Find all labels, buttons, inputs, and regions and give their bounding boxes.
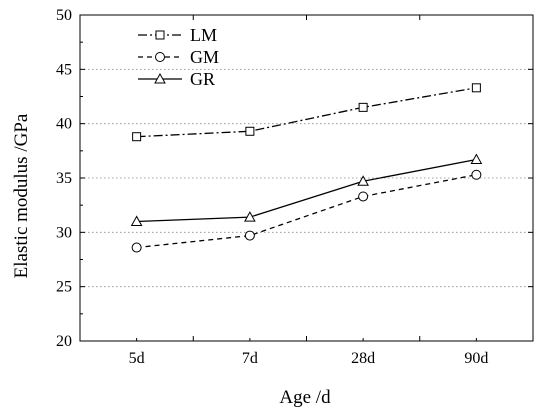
data-point-lm xyxy=(471,83,481,93)
x-tick-label: 7d xyxy=(242,350,258,367)
y-tick-label: 35 xyxy=(56,170,72,187)
legend-label-gr: GR xyxy=(190,69,215,89)
series-gr xyxy=(130,153,483,226)
data-point-gr xyxy=(130,215,143,226)
data-point-lm xyxy=(245,126,255,136)
y-tick-label: 40 xyxy=(56,116,72,133)
y-tick-label: 45 xyxy=(56,61,72,78)
legend-label-gm: GM xyxy=(190,47,219,67)
y-tick-label: 50 xyxy=(56,7,72,24)
y-axis-label: Elastic modulus /GPa xyxy=(11,113,32,278)
x-axis-label: Age /d xyxy=(279,387,331,408)
series-gm xyxy=(131,169,482,253)
legend-marker-gr xyxy=(154,72,166,84)
data-point-gm xyxy=(471,169,482,180)
data-point-gm xyxy=(358,191,369,202)
series-layer xyxy=(130,83,483,253)
data-point-gr xyxy=(470,153,483,165)
series-line-gm xyxy=(136,174,477,249)
y-tick-label: 25 xyxy=(56,279,72,296)
legend-marker-lm xyxy=(155,30,165,40)
y-tick-label: 20 xyxy=(56,333,72,350)
axes-layer: 20 25 30 35 40 45 50 5d 7d 28d 90d xyxy=(56,7,534,367)
legend-entry-gm: GM xyxy=(138,47,219,67)
legend-label-lm: LM xyxy=(190,25,217,45)
data-point-gr xyxy=(357,175,369,186)
series-line-lm xyxy=(136,87,477,138)
x-tick-label: 5d xyxy=(129,350,145,367)
series-line-gr xyxy=(136,158,477,223)
data-point-gm xyxy=(244,230,255,241)
series-lm xyxy=(132,83,481,142)
legend-entry-lm: LM xyxy=(138,25,217,45)
data-point-gr xyxy=(244,211,256,222)
grid-layer xyxy=(80,68,533,288)
x-tick-label: 90d xyxy=(464,350,488,367)
x-tick-label: 28d xyxy=(351,350,375,367)
y-tick-label: 30 xyxy=(56,224,72,241)
legend-marker-gm xyxy=(155,52,165,62)
data-point-gm xyxy=(131,242,142,253)
data-point-lm xyxy=(358,102,368,112)
legend-entry-gr: GR xyxy=(138,69,215,89)
data-point-lm xyxy=(132,132,142,142)
